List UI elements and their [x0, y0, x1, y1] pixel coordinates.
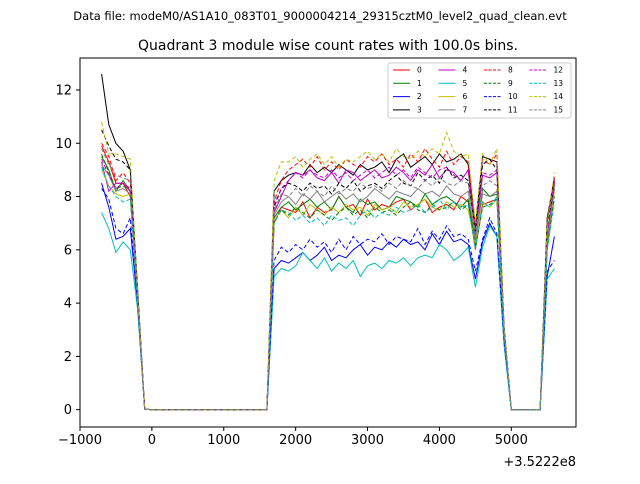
- x-tick-label: 0: [148, 433, 156, 448]
- file-suptitle: Data file: modeM0/AS1A10_083T01_90000042…: [73, 9, 567, 23]
- x-axis: −1000 0 1000 2000 3000 4000 5000: [58, 427, 528, 448]
- x-tick-label: 1000: [207, 433, 240, 448]
- y-tick-label: 8: [64, 190, 72, 205]
- series-line-14: [101, 121, 555, 411]
- legend-label-6: 6: [463, 92, 468, 101]
- legend-label-7: 7: [463, 106, 468, 115]
- x-axis-offset-label: +3.5222e8: [503, 455, 576, 470]
- legend-label-13: 13: [554, 79, 564, 88]
- y-tick-label: 2: [64, 350, 72, 365]
- y-tick-label: 6: [64, 243, 72, 258]
- y-tick-label: 4: [64, 297, 72, 312]
- legend-box: [387, 62, 572, 119]
- x-tick-label: 5000: [495, 433, 528, 448]
- chart-title: Quadrant 3 module wise count rates with …: [138, 38, 518, 54]
- legend-label-14: 14: [554, 92, 564, 101]
- series-line-15: [101, 148, 555, 411]
- legend-label-4: 4: [463, 66, 468, 75]
- y-tick-label: 10: [55, 137, 72, 152]
- plot-lines: [101, 73, 555, 411]
- legend-label-11: 11: [508, 106, 518, 115]
- y-tick-label: 0: [64, 403, 72, 418]
- legend-label-5: 5: [463, 79, 468, 88]
- legend-label-1: 1: [417, 79, 422, 88]
- axes-frame: [79, 57, 577, 428]
- series-line-9: [101, 153, 555, 411]
- legend-label-9: 9: [508, 79, 513, 88]
- legend-label-3: 3: [417, 106, 422, 115]
- x-tick-label: 3000: [351, 433, 384, 448]
- x-tick-label: 2000: [279, 433, 312, 448]
- y-axis: 0 2 4 6 8 10 12: [55, 83, 80, 418]
- legend-label-2: 2: [417, 92, 422, 101]
- x-tick-label: 4000: [423, 433, 456, 448]
- legend-label-0: 0: [417, 66, 422, 75]
- legend-label-12: 12: [554, 66, 564, 75]
- y-tick-label: 12: [55, 83, 72, 98]
- legend-label-10: 10: [508, 92, 518, 101]
- x-tick-label: −1000: [58, 433, 102, 448]
- legend-label-15: 15: [554, 106, 564, 115]
- series-line-12: [101, 158, 555, 411]
- legend-label-8: 8: [508, 66, 513, 75]
